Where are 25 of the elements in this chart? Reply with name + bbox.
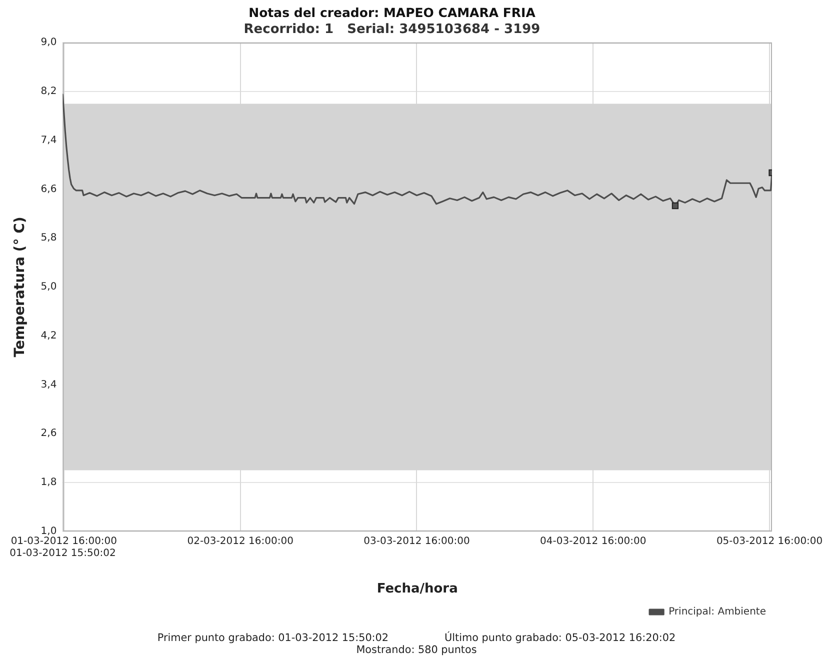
x-tick-label: 03-03-2012 16:00:00 [364,536,470,547]
chart-title: Notas del creador: MAPEO CAMARA FRIA [248,4,536,20]
y-tick-label: 4,2 [40,330,57,342]
x-tick-label: 02-03-2012 16:00:00 [187,536,294,547]
text: Primer punto grabado: 01-03-2012 15:50:02 [157,632,389,644]
y-tick-label: 8,2 [40,86,57,98]
y-tick-label: 5,0 [40,282,57,293]
text: Último punto grabado: 05-03-2012 16:20:02 [444,632,676,644]
x-axis-title: Fecha/hora [376,582,458,597]
y-tick-label: 6,6 [40,184,57,195]
y-tick-label: 2,6 [40,428,57,440]
x-tick-label: 01-03-2012 16:00:00 [10,536,118,547]
y-tick-label: 1,0 [40,526,57,537]
x-tick-label: 05-03-2012 16:00:00 [716,536,823,547]
y-tick-label: 9,0 [40,37,57,48]
legend-label: Principal: Ambiente [668,606,766,618]
x-tick-label: 04-03-2012 16:00:00 [540,536,646,547]
y-tick-label: 7,4 [40,134,57,146]
text: 01-03-2012 15:50:02 [10,548,116,559]
text: Mostrando: 580 puntos [356,644,477,656]
y-tick-label: 1,8 [40,477,57,488]
y-tick-label: 3,4 [40,379,57,390]
chart-subtitle: Recorrido: 1 Serial: 3495103684 - 3199 [244,22,540,38]
y-tick-label: 5,8 [40,232,57,244]
y-axis-title: Temperatura (° C) [12,216,28,358]
